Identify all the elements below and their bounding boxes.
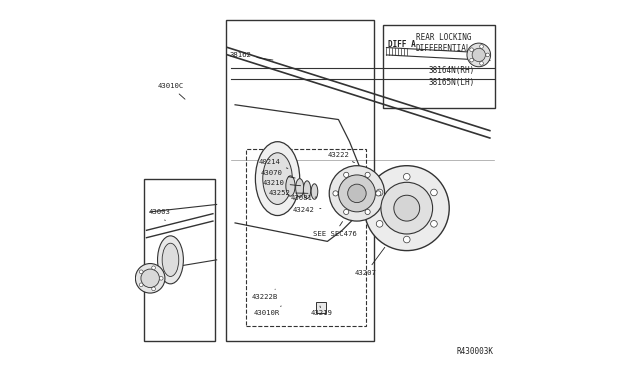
Circle shape [376, 221, 383, 227]
Circle shape [159, 276, 163, 280]
Circle shape [470, 58, 474, 62]
Circle shape [344, 209, 349, 215]
Text: 43010C: 43010C [157, 83, 185, 99]
Ellipse shape [263, 153, 292, 205]
Circle shape [431, 189, 437, 196]
Text: 43222B: 43222B [252, 289, 278, 300]
Circle shape [479, 45, 483, 48]
Ellipse shape [157, 236, 184, 284]
Circle shape [403, 173, 410, 180]
Circle shape [344, 172, 349, 177]
Text: 43222: 43222 [328, 152, 355, 163]
Text: REAR LOCKING
DIFFERENTIAL: REAR LOCKING DIFFERENTIAL [416, 32, 472, 53]
Text: 43210: 43210 [263, 180, 301, 186]
Text: 43070: 43070 [261, 170, 295, 178]
Circle shape [339, 175, 376, 212]
Text: 43010R: 43010R [253, 306, 281, 316]
Circle shape [381, 182, 433, 234]
Circle shape [486, 53, 490, 57]
Circle shape [394, 195, 420, 221]
Circle shape [365, 209, 370, 215]
Circle shape [348, 184, 366, 203]
Ellipse shape [286, 176, 295, 196]
Circle shape [431, 221, 437, 227]
Circle shape [403, 236, 410, 243]
Circle shape [141, 269, 159, 288]
Circle shape [365, 172, 370, 177]
Text: 38164N(RH)
38165N(LH): 38164N(RH) 38165N(LH) [429, 66, 475, 87]
Text: 43252: 43252 [268, 190, 308, 196]
Circle shape [479, 61, 483, 65]
Circle shape [140, 283, 143, 287]
Bar [316, 302, 326, 313]
Text: 43207: 43207 [355, 247, 385, 276]
Text: R430003K: R430003K [456, 347, 493, 356]
Ellipse shape [255, 142, 300, 215]
Circle shape [472, 48, 485, 62]
Text: DIFF A: DIFF A [388, 40, 416, 49]
Ellipse shape [303, 181, 311, 199]
Circle shape [467, 43, 491, 67]
Text: 38162: 38162 [230, 52, 273, 60]
Circle shape [470, 48, 474, 52]
Circle shape [152, 266, 156, 270]
Text: 43081: 43081 [291, 195, 316, 201]
Circle shape [140, 270, 143, 274]
Text: 43219: 43219 [311, 306, 333, 316]
Text: 43003: 43003 [148, 209, 170, 221]
Circle shape [152, 287, 156, 291]
Text: SEE SEC476: SEE SEC476 [312, 222, 356, 237]
Circle shape [376, 189, 383, 196]
Circle shape [136, 263, 165, 293]
Text: 40214: 40214 [259, 159, 288, 169]
Circle shape [376, 191, 381, 196]
Text: 43242: 43242 [292, 207, 321, 213]
Circle shape [333, 191, 338, 196]
Ellipse shape [311, 184, 318, 199]
Ellipse shape [162, 243, 179, 276]
Ellipse shape [296, 179, 304, 197]
Circle shape [329, 166, 385, 221]
Circle shape [364, 166, 449, 251]
